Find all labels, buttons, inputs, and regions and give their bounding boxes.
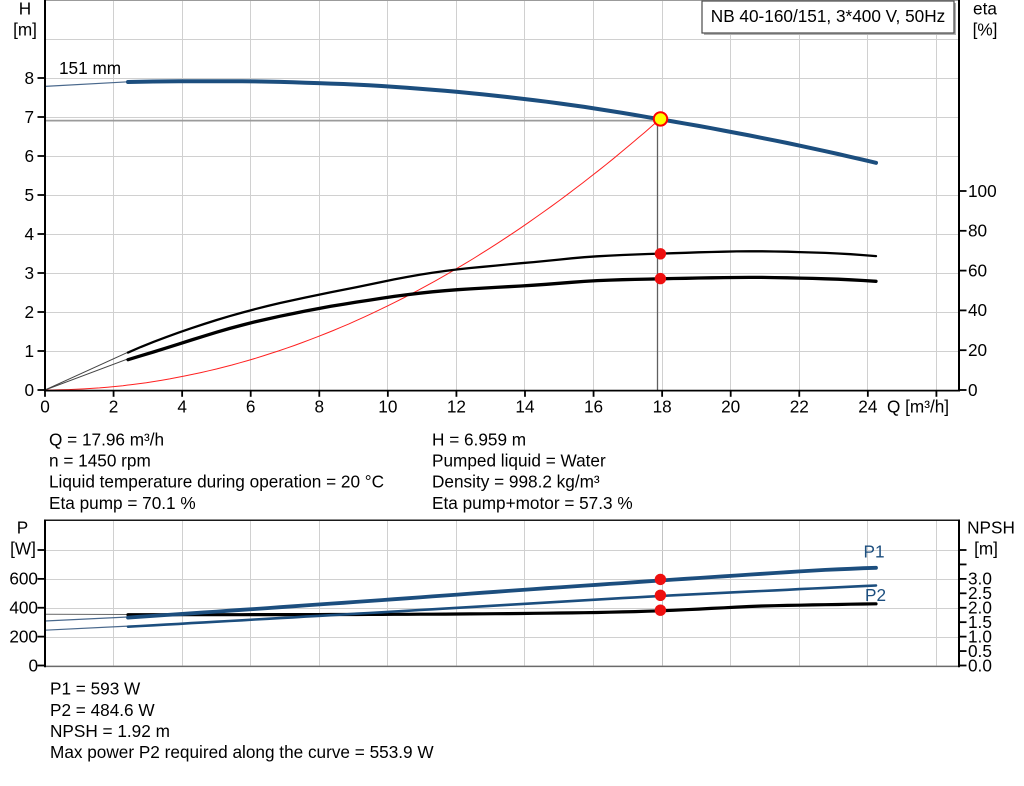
svg-text:6: 6 xyxy=(24,146,34,166)
svg-text:7: 7 xyxy=(24,107,34,127)
svg-text:40: 40 xyxy=(968,300,987,320)
svg-text:18: 18 xyxy=(653,396,672,416)
svg-text:P1 = 593 W: P1 = 593 W xyxy=(50,679,141,699)
svg-text:3.0: 3.0 xyxy=(968,569,992,589)
svg-text:[m]: [m] xyxy=(13,20,37,40)
svg-text:20: 20 xyxy=(721,396,740,416)
svg-text:0: 0 xyxy=(24,380,34,400)
svg-text:8: 8 xyxy=(314,396,324,416)
svg-text:200: 200 xyxy=(9,626,38,646)
svg-text:eta: eta xyxy=(973,0,997,19)
svg-text:12: 12 xyxy=(447,396,466,416)
svg-text:NPSH = 1.92 m: NPSH = 1.92 m xyxy=(50,721,170,741)
svg-text:Pumped liquid = Water: Pumped liquid = Water xyxy=(432,451,606,471)
svg-text:400: 400 xyxy=(9,598,38,618)
svg-text:NPSH: NPSH xyxy=(967,518,1015,538)
svg-text:[W]: [W] xyxy=(10,539,36,559)
svg-text:Q [m³/h]: Q [m³/h] xyxy=(887,396,949,416)
svg-text:P1: P1 xyxy=(864,542,885,562)
svg-text:6: 6 xyxy=(246,396,256,416)
svg-text:2: 2 xyxy=(24,302,34,322)
svg-text:P2 = 484.6 W: P2 = 484.6 W xyxy=(50,700,155,720)
svg-text:[m]: [m] xyxy=(974,539,998,559)
svg-text:P2: P2 xyxy=(865,585,886,605)
svg-text:80: 80 xyxy=(968,221,987,241)
svg-text:4: 4 xyxy=(177,396,187,416)
svg-text:0: 0 xyxy=(968,380,978,400)
svg-text:14: 14 xyxy=(515,396,535,416)
svg-text:H: H xyxy=(19,0,31,19)
svg-text:3: 3 xyxy=(24,263,34,283)
svg-text:0: 0 xyxy=(40,396,50,416)
svg-text:100: 100 xyxy=(968,181,997,201)
svg-text:60: 60 xyxy=(968,260,987,280)
svg-text:Density = 998.2 kg/m³: Density = 998.2 kg/m³ xyxy=(432,472,600,492)
svg-text:16: 16 xyxy=(584,396,603,416)
svg-text:0: 0 xyxy=(28,655,38,675)
svg-text:1: 1 xyxy=(24,341,34,361)
svg-text:n = 1450 rpm: n = 1450 rpm xyxy=(49,451,151,471)
svg-text:NB 40-160/151, 3*400 V, 50Hz: NB 40-160/151, 3*400 V, 50Hz xyxy=(711,6,945,26)
svg-text:22: 22 xyxy=(790,396,809,416)
svg-text:Eta pump = 70.1 %: Eta pump = 70.1 % xyxy=(49,493,196,513)
svg-text:10: 10 xyxy=(378,396,397,416)
svg-text:24: 24 xyxy=(858,396,878,416)
svg-text:Max power P2 required along th: Max power P2 required along the curve = … xyxy=(50,742,434,762)
svg-text:20: 20 xyxy=(968,340,987,360)
svg-text:151 mm: 151 mm xyxy=(59,58,121,78)
svg-text:Liquid temperature during oper: Liquid temperature during operation = 20… xyxy=(49,472,384,492)
svg-text:P: P xyxy=(17,518,28,538)
svg-text:8: 8 xyxy=(24,68,34,88)
svg-text:600: 600 xyxy=(9,569,38,589)
svg-text:Q = 17.96 m³/h: Q = 17.96 m³/h xyxy=(49,429,164,449)
svg-text:2: 2 xyxy=(109,396,119,416)
svg-text:4: 4 xyxy=(24,224,34,244)
svg-text:5: 5 xyxy=(24,185,34,205)
svg-text:[%]: [%] xyxy=(973,20,998,40)
svg-text:H = 6.959 m: H = 6.959 m xyxy=(432,429,526,449)
svg-text:Eta pump+motor = 57.3 %: Eta pump+motor = 57.3 % xyxy=(432,493,633,513)
